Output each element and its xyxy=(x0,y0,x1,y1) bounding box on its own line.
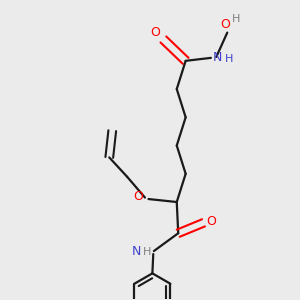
Text: H: H xyxy=(225,54,234,64)
Text: N: N xyxy=(212,51,222,64)
Text: O: O xyxy=(150,26,160,39)
Text: O: O xyxy=(133,190,143,202)
Text: N: N xyxy=(132,245,141,258)
Text: H: H xyxy=(232,14,240,24)
Text: O: O xyxy=(206,215,216,228)
Text: H: H xyxy=(142,247,151,257)
Text: O: O xyxy=(220,18,230,32)
